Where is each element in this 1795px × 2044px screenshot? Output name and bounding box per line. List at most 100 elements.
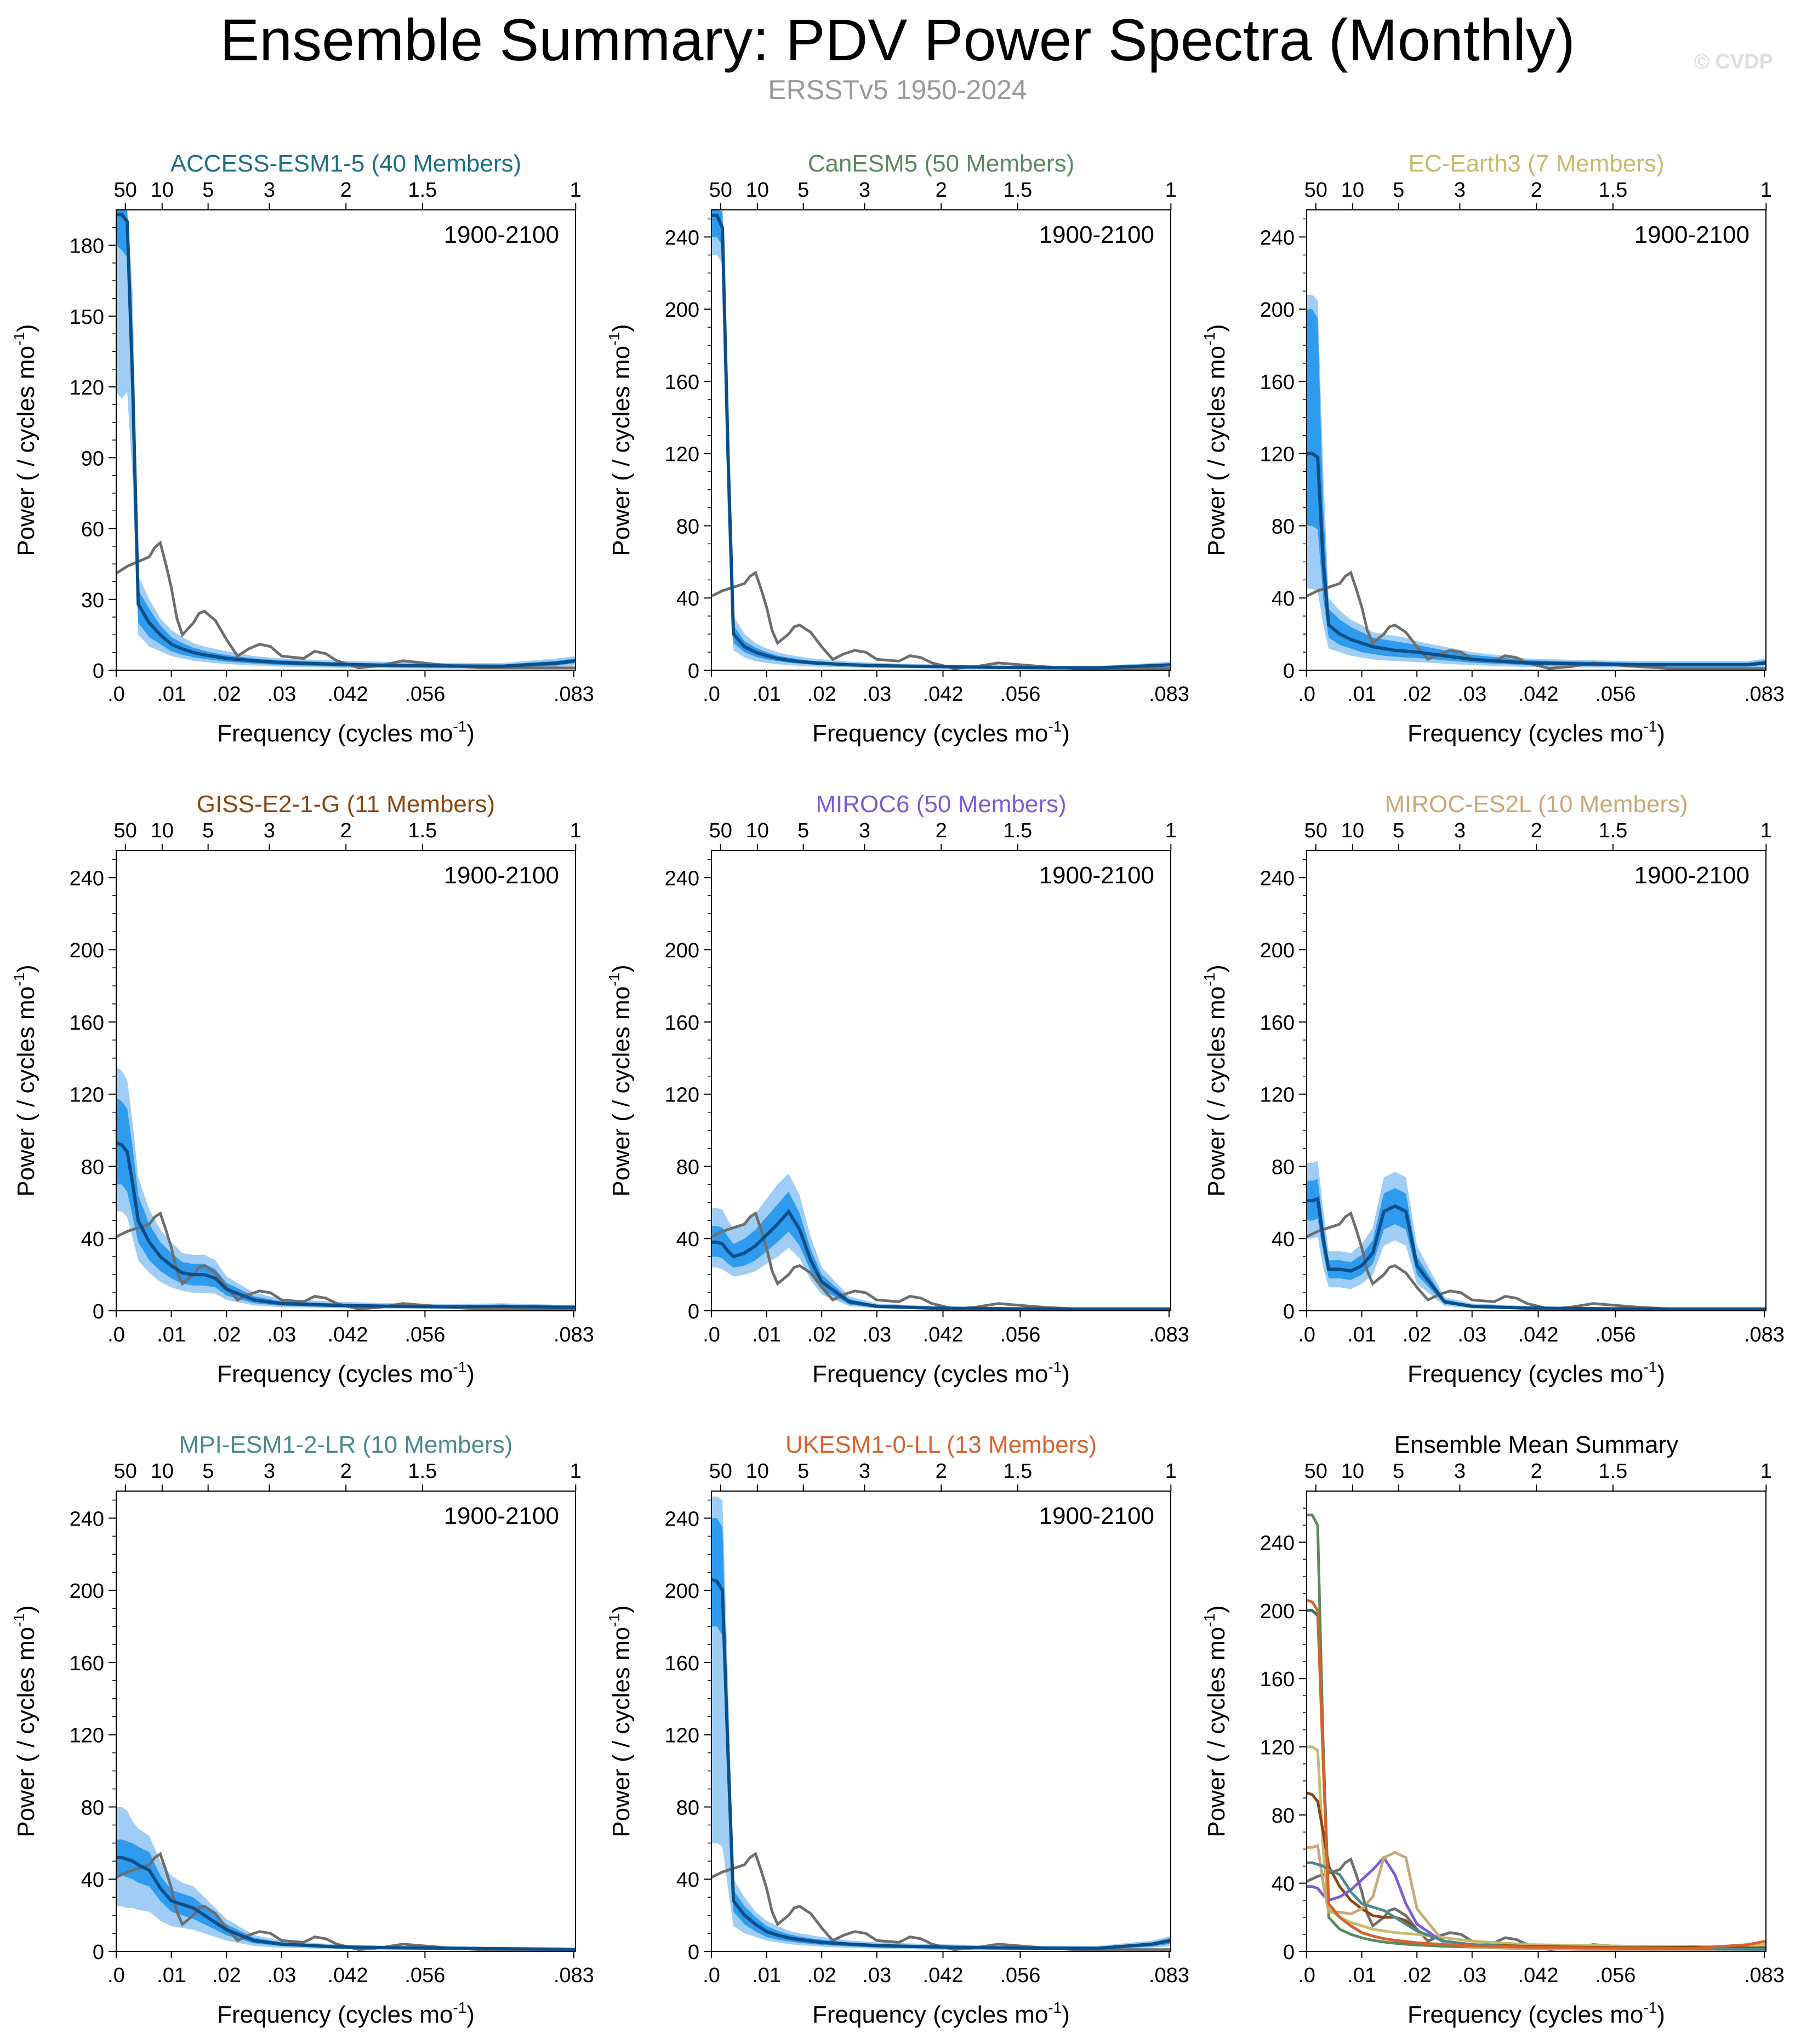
y-tick-label: 160 <box>665 1012 699 1035</box>
plot-frame <box>711 209 1171 671</box>
y-tick-label: 0 <box>1283 1941 1295 1964</box>
inner-spread-band <box>116 1839 575 1950</box>
top-tick-label: 1.5 <box>408 179 437 202</box>
top-tick-label: 50 <box>114 819 137 842</box>
top-tick-label: 2 <box>936 179 947 202</box>
top-tick-label: 5 <box>202 819 214 842</box>
y-axis-label: Power ( / cycles mo-1) <box>606 1605 635 1837</box>
y-tick-label: 240 <box>1260 226 1295 249</box>
top-tick-label: 10 <box>746 1460 769 1483</box>
x-tick-label: .083 <box>1149 1964 1189 1987</box>
y-tick-label: 40 <box>676 587 699 610</box>
x-tick-label: .03 <box>267 683 296 706</box>
inner-spread-band <box>711 210 1171 669</box>
x-tick-label: .042 <box>923 1323 964 1346</box>
observed-spectrum-line <box>116 540 575 670</box>
x-tick-label: .01 <box>157 1323 186 1346</box>
x-tick-label: .0 <box>703 683 720 706</box>
outer-spread-band <box>711 210 1171 669</box>
observed-spectrum-line <box>116 1852 575 1951</box>
y-tick-label: 40 <box>1272 587 1295 610</box>
top-tick-label: 50 <box>709 179 732 202</box>
x-tick-label: .03 <box>267 1964 296 1987</box>
top-tick-label: 1 <box>1165 1460 1177 1483</box>
y-tick-label: 200 <box>70 939 104 962</box>
top-tick-label: 5 <box>1393 819 1404 842</box>
panel-title: GISS-E2-1-G (11 Members) <box>197 791 495 818</box>
x-tick-label: .02 <box>807 1323 836 1346</box>
y-tick-label: 160 <box>70 1652 104 1675</box>
top-tick-label: 10 <box>151 819 174 842</box>
y-tick-label: 80 <box>1272 515 1295 538</box>
y-tick-label: 120 <box>665 443 699 466</box>
plot-frame <box>116 1491 576 1952</box>
top-tick-label: 50 <box>709 819 732 842</box>
y-tick-label: 120 <box>665 1725 699 1748</box>
top-tick-label: 3 <box>264 819 275 842</box>
top-tick-label: 5 <box>797 819 809 842</box>
x-tick-label: .02 <box>1403 683 1432 706</box>
chart-panel: MIROC6 (50 Members) 1900-2100 0 40 80 120 160 2… <box>606 791 1189 1388</box>
ensemble-mean-line <box>711 1578 1171 1950</box>
top-tick-label: 1 <box>1760 1460 1772 1483</box>
y-tick-label: 80 <box>81 1796 104 1819</box>
top-tick-label: 1 <box>1760 819 1772 842</box>
y-tick-label: 240 <box>665 226 699 249</box>
x-tick-label: .056 <box>1000 1323 1040 1346</box>
x-tick-label: .03 <box>1457 1323 1486 1346</box>
top-tick-label: 1 <box>570 179 582 202</box>
x-tick-label: .02 <box>1403 1964 1432 1987</box>
x-tick-label: .056 <box>1595 683 1636 706</box>
y-tick-label: 240 <box>1260 867 1295 890</box>
x-tick-label: .056 <box>1595 1964 1636 1987</box>
y-tick-label: 0 <box>1283 660 1295 683</box>
x-tick-label: .056 <box>404 683 445 706</box>
y-tick-label: 80 <box>676 1796 699 1819</box>
ensemble-mean-line <box>1307 1609 1766 1950</box>
top-tick-label: 10 <box>151 1460 174 1483</box>
y-tick-label: 200 <box>665 1580 699 1603</box>
x-tick-label: .0 <box>703 1964 720 1987</box>
outer-spread-band <box>711 1173 1171 1310</box>
top-tick-label: 50 <box>114 179 137 202</box>
top-tick-label: 3 <box>1454 179 1466 202</box>
top-tick-label: 10 <box>1341 819 1364 842</box>
y-tick-label: 120 <box>70 1725 104 1748</box>
chart-panel: Ensemble Mean Summary 0 40 80 120 160 200 240 .0… <box>1201 1431 1785 2028</box>
x-tick-label: .0 <box>1298 1323 1315 1346</box>
y-tick-label: 120 <box>70 376 104 399</box>
ensemble-mean-line <box>1307 1745 1766 1948</box>
top-tick-label: 10 <box>746 179 769 202</box>
panel-title: MPI-ESM1-2-LR (10 Members) <box>179 1431 513 1458</box>
x-axis-label: Frequency (cycles mo-1) <box>217 718 475 747</box>
outer-spread-band <box>711 1496 1171 1950</box>
ensemble-mean-line <box>1307 452 1766 667</box>
period-label: 1900-2100 <box>1039 1503 1154 1529</box>
y-tick-label: 40 <box>1272 1873 1295 1896</box>
x-tick-label: .02 <box>212 683 241 706</box>
x-tick-label: .02 <box>1403 1323 1432 1346</box>
top-tick-label: 1.5 <box>1598 819 1627 842</box>
y-tick-label: 240 <box>70 867 104 890</box>
ensemble-mean-line <box>116 213 575 668</box>
chart-panel: MPI-ESM1-2-LR (10 Members) 1900-2100 0 40 80… <box>10 1431 594 2028</box>
x-tick-label: .01 <box>752 1323 781 1346</box>
panel-title: MIROC-ES2L (10 Members) <box>1384 791 1688 818</box>
plot-frame <box>711 1491 1171 1952</box>
top-tick-label: 1.5 <box>1003 1460 1032 1483</box>
y-tick-label: 160 <box>1260 1012 1295 1035</box>
ensemble-mean-line <box>1307 1598 1766 1950</box>
top-tick-label: 50 <box>1304 819 1327 842</box>
x-tick-label: .056 <box>1595 1323 1636 1346</box>
panel-title: ACCESS-ESM1-5 (40 Members) <box>170 150 522 177</box>
chart-panel: GISS-E2-1-G (11 Members)1900-21000408012… <box>10 791 594 1388</box>
ensemble-mean-line <box>711 1208 1171 1311</box>
x-tick-label: .01 <box>752 1964 781 1987</box>
x-tick-label: .042 <box>1518 1964 1559 1987</box>
inner-spread-band <box>116 1098 575 1309</box>
x-tick-label: .03 <box>1457 1964 1486 1987</box>
y-tick-label: 200 <box>1260 1600 1295 1623</box>
top-tick-label: 1 <box>1165 819 1177 842</box>
ensemble-mean-line <box>116 1855 575 1951</box>
